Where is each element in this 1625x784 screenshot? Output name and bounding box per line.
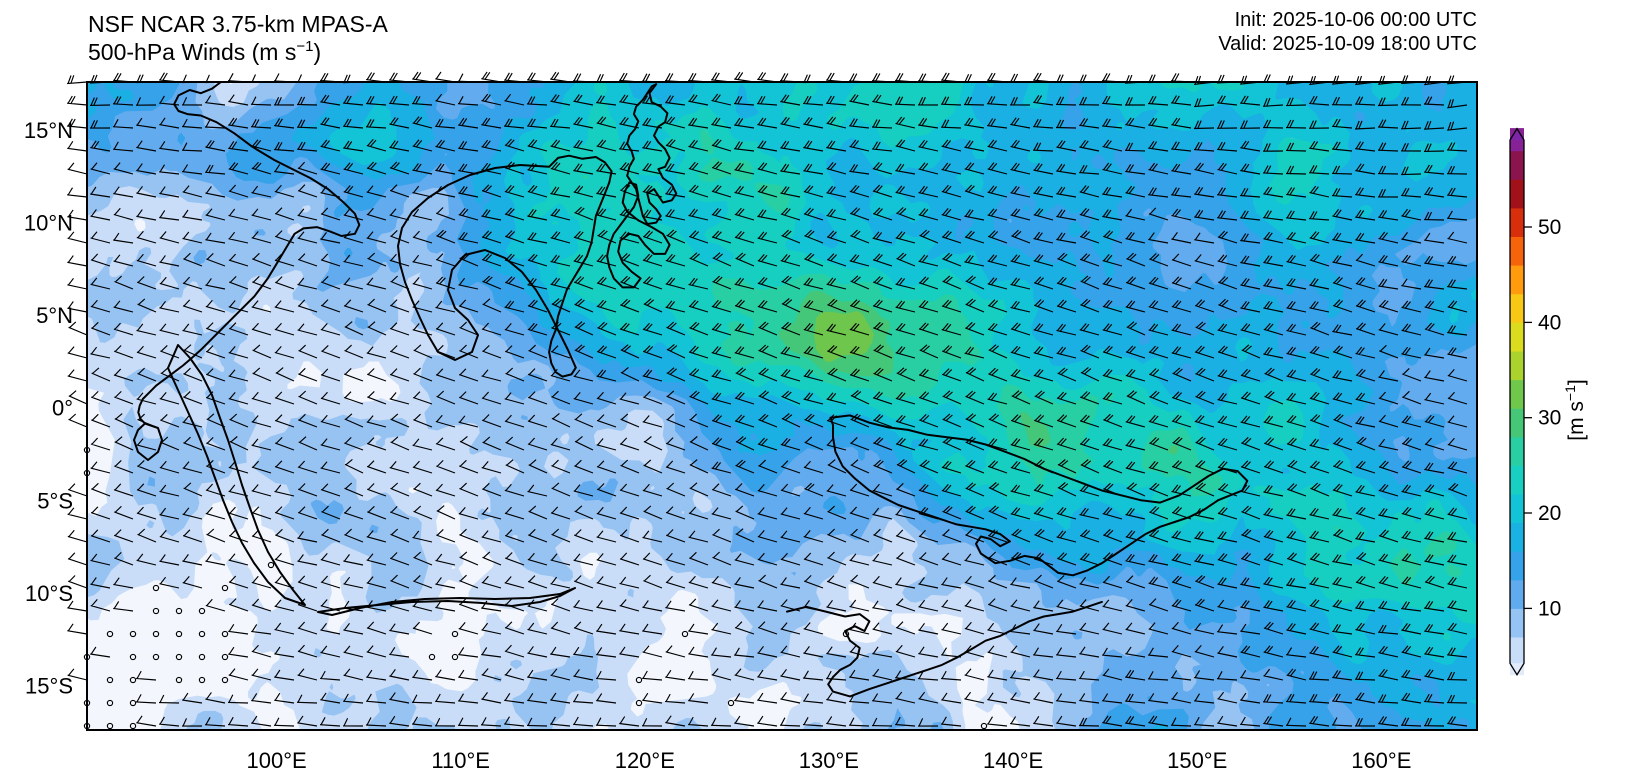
svg-text:10: 10 [1538, 597, 1561, 620]
svg-text:10°N: 10°N [24, 210, 73, 235]
svg-text:500-hPa Winds (m s−1): 500-hPa Winds (m s−1) [88, 38, 321, 65]
svg-text:NSF NCAR 3.75-km MPAS-A: NSF NCAR 3.75-km MPAS-A [88, 11, 389, 37]
svg-text:20: 20 [1538, 502, 1561, 525]
svg-text:50: 50 [1538, 216, 1561, 239]
svg-text:100°E: 100°E [247, 748, 307, 773]
svg-text:30: 30 [1538, 407, 1561, 430]
svg-text:15°S: 15°S [25, 674, 73, 699]
svg-text:130°E: 130°E [799, 748, 859, 773]
svg-text:0°: 0° [52, 396, 73, 421]
svg-text:40: 40 [1538, 311, 1561, 334]
svg-text:5°S: 5°S [37, 488, 73, 513]
svg-text:10°S: 10°S [25, 581, 73, 606]
svg-text:5°N: 5°N [36, 303, 73, 328]
svg-text:110°E: 110°E [431, 748, 490, 773]
svg-text:Init: 2025-10-06 00:00 UTC: Init: 2025-10-06 00:00 UTC [1235, 9, 1477, 31]
svg-text:160°E: 160°E [1351, 748, 1411, 773]
svg-text:Valid: 2025-10-09 18:00 UTC: Valid: 2025-10-09 18:00 UTC [1218, 33, 1477, 55]
svg-text:150°E: 150°E [1167, 748, 1227, 773]
svg-text:15°N: 15°N [24, 118, 73, 143]
svg-text:140°E: 140°E [983, 748, 1043, 773]
svg-text:120°E: 120°E [615, 748, 675, 773]
